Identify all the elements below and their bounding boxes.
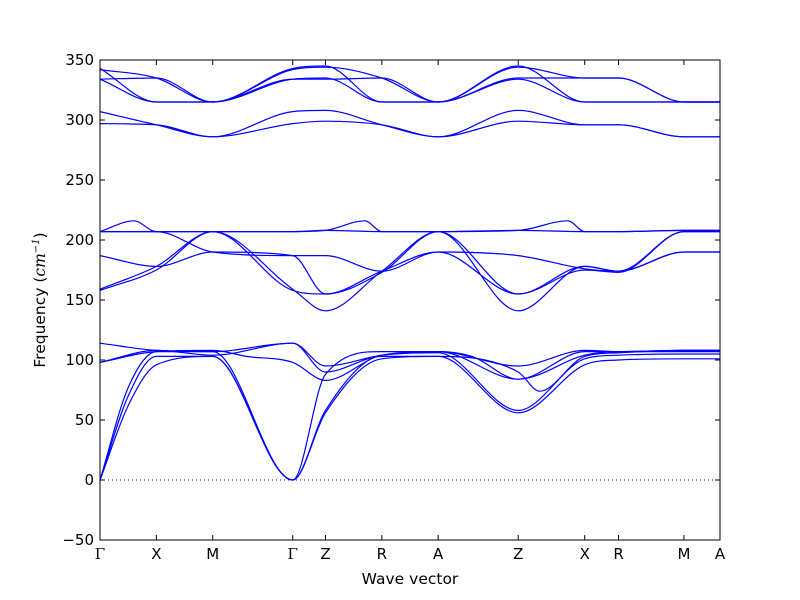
- y-tick-label: 250: [65, 171, 94, 189]
- x-tick-label: X: [151, 545, 161, 563]
- phonon-branch-6: [100, 342, 720, 392]
- phonon-branch-14: [100, 109, 720, 138]
- x-tick-label: M: [206, 545, 219, 563]
- x-tick-label: R: [613, 545, 623, 563]
- plot-area: [100, 60, 720, 540]
- phonon-branch-12: [100, 220, 720, 233]
- x-tick-label: A: [715, 545, 726, 563]
- x-tick-label: X: [580, 545, 590, 563]
- series-layer: [100, 65, 720, 481]
- x-axis-title: Wave vector: [362, 570, 459, 588]
- y-tick-label: 350: [65, 51, 94, 69]
- phonon-branch-10: [100, 230, 720, 272]
- plot-frame: [99, 59, 721, 541]
- y-tick-label: −50: [62, 531, 94, 549]
- x-tick-label: M: [677, 545, 690, 563]
- phonon-branch-18: [100, 65, 720, 103]
- x-tick-label: Γ: [95, 545, 105, 563]
- phonon-branch-5: [100, 342, 720, 367]
- x-tick-label: R: [377, 545, 387, 563]
- x-tick-label: Z: [513, 545, 523, 563]
- y-tick-label: 200: [65, 231, 94, 249]
- y-tick-label: 150: [65, 291, 94, 309]
- x-tick-label: A: [433, 545, 444, 563]
- y-axis-title: Frequency (cm−1): [31, 232, 49, 367]
- y-tick-label: 300: [65, 111, 94, 129]
- y-tick-label: 0: [84, 471, 94, 489]
- y-tick-label: 100: [65, 351, 94, 369]
- x-tick-label: Z: [320, 545, 330, 563]
- phonon-branch-1: [100, 355, 720, 481]
- x-tick-label: Γ: [288, 545, 298, 563]
- y-tick-label: 50: [75, 411, 94, 429]
